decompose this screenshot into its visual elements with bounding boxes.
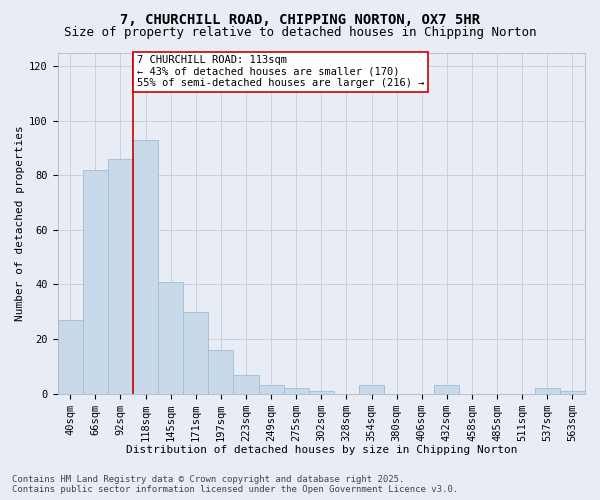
Y-axis label: Number of detached properties: Number of detached properties: [15, 125, 25, 321]
Bar: [183, 312, 208, 394]
Text: 7, CHURCHILL ROAD, CHIPPING NORTON, OX7 5HR: 7, CHURCHILL ROAD, CHIPPING NORTON, OX7 …: [120, 12, 480, 26]
Text: Contains HM Land Registry data © Crown copyright and database right 2025.
Contai: Contains HM Land Registry data © Crown c…: [12, 474, 458, 494]
Bar: [208, 350, 233, 394]
Bar: [259, 386, 284, 394]
Bar: [434, 386, 460, 394]
Bar: [309, 391, 334, 394]
Bar: [133, 140, 158, 394]
Bar: [58, 320, 83, 394]
Bar: [108, 159, 133, 394]
X-axis label: Distribution of detached houses by size in Chipping Norton: Distribution of detached houses by size …: [125, 445, 517, 455]
Bar: [359, 386, 384, 394]
Text: 7 CHURCHILL ROAD: 113sqm
← 43% of detached houses are smaller (170)
55% of semi-: 7 CHURCHILL ROAD: 113sqm ← 43% of detach…: [137, 55, 424, 88]
Bar: [284, 388, 309, 394]
Bar: [83, 170, 108, 394]
Bar: [560, 391, 585, 394]
Bar: [535, 388, 560, 394]
Bar: [158, 282, 183, 394]
Text: Size of property relative to detached houses in Chipping Norton: Size of property relative to detached ho…: [64, 26, 536, 39]
Bar: [233, 374, 259, 394]
